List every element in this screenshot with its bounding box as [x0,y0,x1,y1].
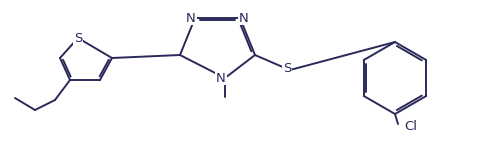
Text: Cl: Cl [403,121,416,133]
Text: N: N [186,12,195,24]
Text: S: S [73,32,82,44]
Text: N: N [239,12,248,24]
Text: S: S [282,61,290,74]
Text: N: N [216,72,226,85]
